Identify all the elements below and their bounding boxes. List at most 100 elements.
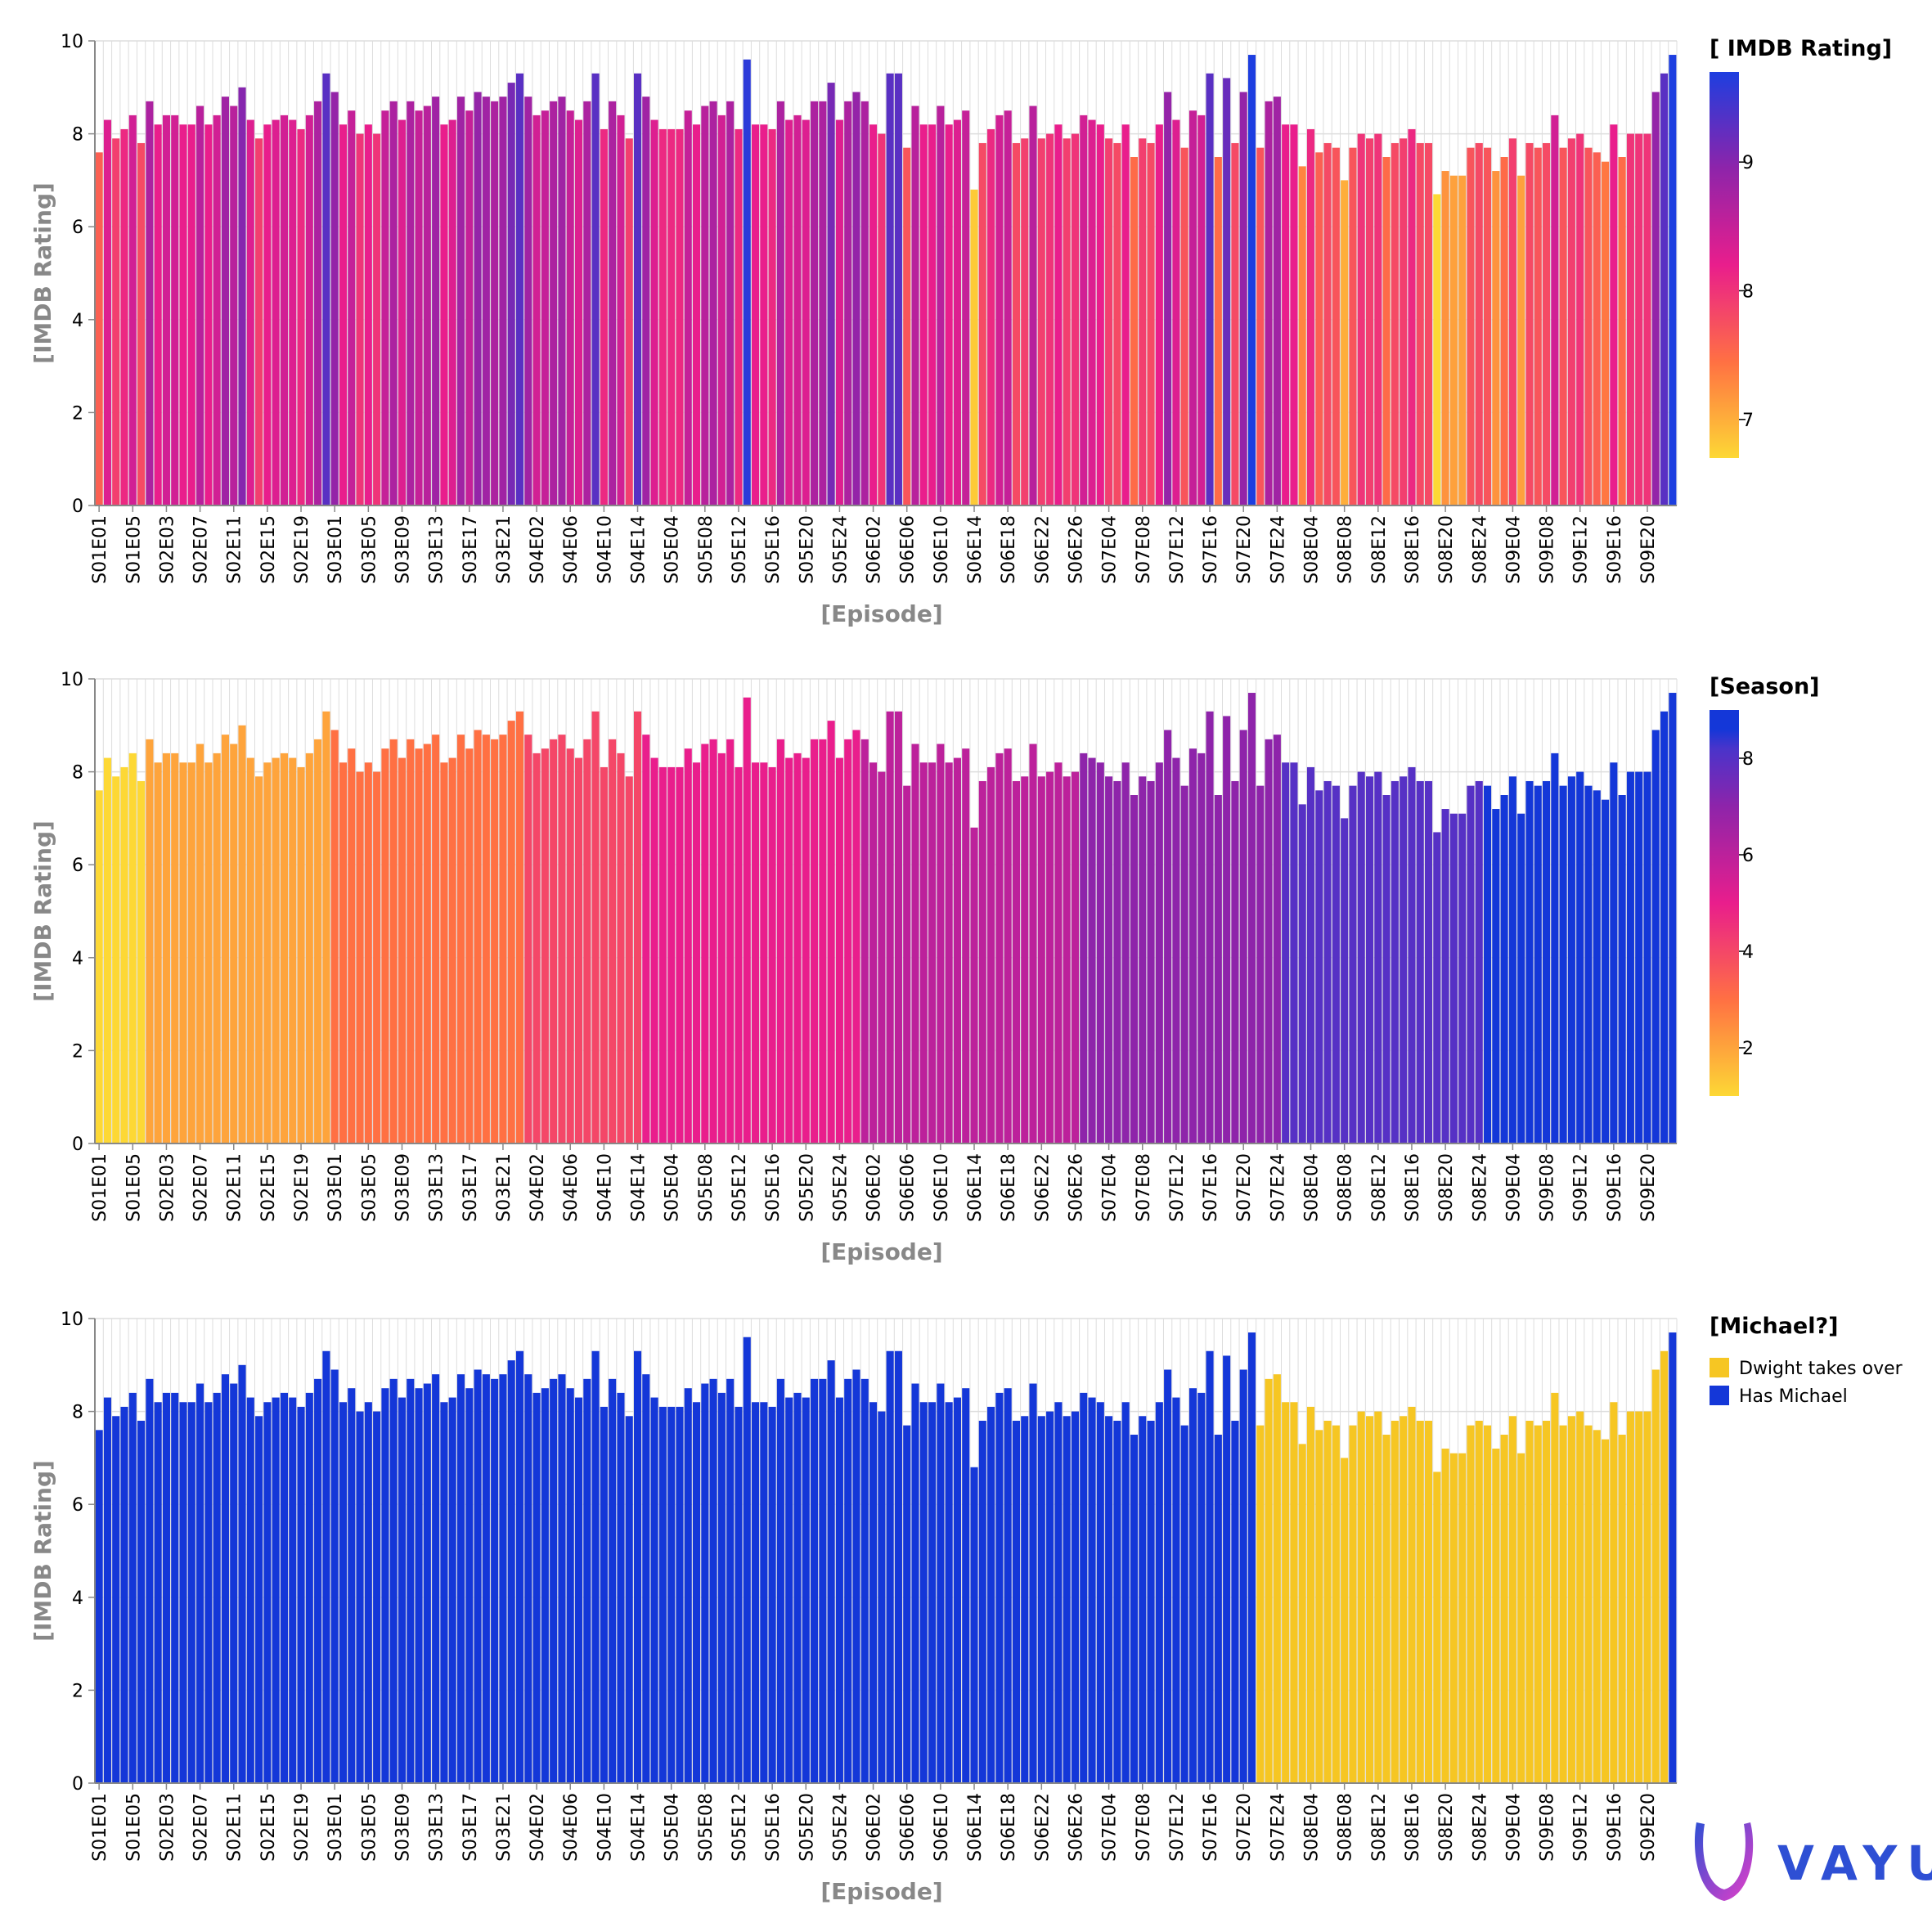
bar-s05e24[interactable] (835, 1397, 843, 1783)
bar-s04e10[interactable] (600, 1406, 608, 1783)
bar-s07e23[interactable] (1265, 101, 1273, 505)
bar-s01e06[interactable] (137, 1420, 146, 1783)
bar-s06e03[interactable] (878, 133, 886, 505)
bar-s06e21[interactable] (1029, 106, 1037, 505)
bar-s06e22[interactable] (1037, 138, 1045, 505)
bar-s07e09[interactable] (1147, 780, 1155, 1143)
bar-s04e05[interactable] (558, 735, 566, 1143)
bar-s08e16[interactable] (1408, 1406, 1416, 1783)
bar-s06e24[interactable] (1054, 1402, 1063, 1783)
bar-s08e20[interactable] (1441, 809, 1449, 1143)
bar-s04e14[interactable] (633, 711, 642, 1143)
bar-s06e25[interactable] (1063, 776, 1071, 1143)
bar-s02e16[interactable] (272, 757, 280, 1143)
bar-s09e01[interactable] (1483, 147, 1492, 505)
bar-s05e05[interactable] (676, 128, 684, 506)
bar-s09e09[interactable] (1551, 1392, 1559, 1783)
bar-s09e13[interactable] (1584, 1425, 1593, 1783)
bar-s03e06[interactable] (373, 771, 381, 1143)
bar-s05e10[interactable] (717, 753, 726, 1143)
bar-s04e09[interactable] (591, 711, 600, 1143)
bar-s01e01[interactable] (95, 152, 103, 505)
bar-s08e22[interactable] (1458, 175, 1467, 505)
bar-s04e13[interactable] (625, 1416, 633, 1783)
bar-s04e11[interactable] (609, 739, 617, 1143)
bar-s07e10[interactable] (1155, 124, 1163, 506)
bar-s05e21[interactable] (811, 101, 819, 505)
bar-s04e12[interactable] (617, 753, 625, 1143)
bar-s08e23[interactable] (1467, 147, 1475, 505)
bar-s02e20[interactable] (305, 753, 313, 1143)
bar-s09e10[interactable] (1559, 785, 1567, 1143)
bar-s08e02[interactable] (1290, 1402, 1298, 1783)
bar-s02e07[interactable] (196, 106, 204, 505)
bar-s09e22[interactable] (1660, 73, 1669, 505)
bar-s06e15[interactable] (978, 142, 986, 505)
bar-s03e11[interactable] (415, 748, 423, 1143)
bar-s07e18[interactable] (1223, 78, 1231, 505)
bar-s08e13[interactable] (1382, 1435, 1391, 1783)
bar-s08e11[interactable] (1365, 138, 1374, 505)
bar-s02e04[interactable] (171, 753, 179, 1143)
bar-s05e02[interactable] (650, 757, 658, 1143)
bar-s07e19[interactable] (1231, 1420, 1239, 1783)
bar-s05e06[interactable] (684, 110, 692, 505)
bar-s08e17[interactable] (1416, 780, 1424, 1143)
bar-s06e01[interactable] (860, 101, 869, 505)
bar-s06e02[interactable] (869, 124, 878, 506)
bar-s08e12[interactable] (1374, 133, 1382, 505)
bar-s06e03[interactable] (878, 771, 886, 1143)
bar-s07e04[interactable] (1105, 138, 1113, 505)
bar-s07e17[interactable] (1214, 1435, 1222, 1783)
bar-s02e07[interactable] (196, 1383, 204, 1783)
bar-s07e21[interactable] (1247, 1332, 1256, 1783)
bar-s08e09[interactable] (1349, 147, 1357, 505)
bar-s08e16[interactable] (1408, 128, 1416, 506)
bar-s09e01[interactable] (1483, 785, 1492, 1143)
bar-s03e22[interactable] (507, 1360, 515, 1783)
bar-s06e07[interactable] (911, 1383, 919, 1783)
bar-s05e17[interactable] (776, 1378, 784, 1783)
bar-s06e04[interactable] (886, 711, 894, 1143)
bar-s09e16[interactable] (1610, 1402, 1618, 1783)
bar-s03e06[interactable] (373, 1411, 381, 1783)
bar-s07e01[interactable] (1080, 115, 1088, 505)
bar-s02e01[interactable] (146, 739, 154, 1143)
bar-s09e02[interactable] (1492, 171, 1500, 506)
bar-s01e02[interactable] (103, 757, 111, 1143)
bar-s02e19[interactable] (297, 1406, 305, 1783)
bar-s08e17[interactable] (1416, 1420, 1424, 1783)
bar-s08e12[interactable] (1374, 771, 1382, 1143)
bar-s03e21[interactable] (499, 1374, 507, 1783)
bar-s06e12[interactable] (953, 119, 961, 505)
bar-s06e02[interactable] (869, 1402, 878, 1783)
bar-s07e19[interactable] (1231, 142, 1239, 505)
bar-s07e08[interactable] (1139, 1416, 1147, 1783)
bar-s07e10[interactable] (1155, 1402, 1163, 1783)
bar-s09e09[interactable] (1551, 753, 1559, 1143)
bar-s08e10[interactable] (1357, 1411, 1365, 1783)
bar-s05e13[interactable] (743, 697, 751, 1143)
bar-s09e14[interactable] (1593, 1430, 1601, 1783)
bar-s02e13[interactable] (246, 757, 254, 1143)
bar-s05e05[interactable] (676, 1406, 684, 1783)
bar-s02e16[interactable] (272, 1397, 280, 1783)
bar-s02e06[interactable] (187, 762, 195, 1143)
bar-s09e11[interactable] (1567, 776, 1575, 1143)
bar-s02e12[interactable] (238, 87, 246, 506)
bar-s07e14[interactable] (1188, 1388, 1197, 1783)
bar-s05e26[interactable] (852, 92, 860, 505)
bar-s05e11[interactable] (726, 739, 735, 1143)
bar-s04e10[interactable] (600, 128, 608, 506)
bar-s08e14[interactable] (1391, 142, 1399, 505)
bar-s03e12[interactable] (423, 106, 431, 505)
bar-s06e13[interactable] (962, 110, 970, 505)
bar-s07e05[interactable] (1113, 142, 1121, 505)
bar-s02e05[interactable] (179, 124, 187, 506)
bar-s09e13[interactable] (1584, 785, 1593, 1143)
bar-s08e14[interactable] (1391, 1420, 1399, 1783)
bar-s03e19[interactable] (482, 1374, 490, 1783)
bar-s06e02[interactable] (869, 762, 878, 1143)
bar-s07e05[interactable] (1113, 780, 1121, 1143)
bar-s07e20[interactable] (1239, 730, 1247, 1143)
